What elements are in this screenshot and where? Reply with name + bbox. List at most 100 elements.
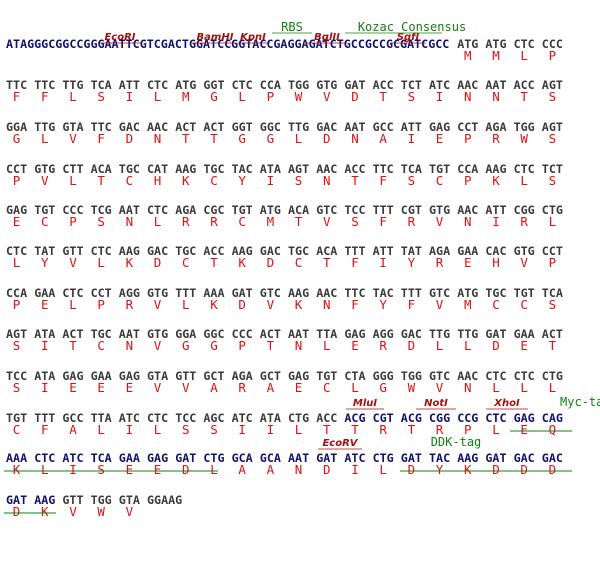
codon: AAG: [175, 162, 196, 176]
codon: AAC: [316, 162, 337, 176]
tag-label: Myc-tag: [560, 395, 600, 409]
amino-acid: L: [154, 422, 162, 437]
amino-acid: R: [210, 214, 218, 229]
amino-acid: L: [295, 422, 303, 437]
codon: CCC: [232, 327, 253, 341]
dna-prefix: ATAGGGCGGCCGGGAATTCGTCGACTGGATCCGGTACCGA…: [6, 37, 449, 51]
codon: GAT: [485, 451, 506, 465]
amino-acid: T: [520, 89, 528, 104]
codon: CTC: [232, 78, 253, 92]
amino-acid: W: [295, 89, 303, 104]
amino-acid: N: [351, 131, 359, 146]
codon: TTC: [6, 78, 27, 92]
codon: CGG: [429, 411, 450, 425]
amino-acid: R: [182, 214, 190, 229]
amino-acid: T: [69, 338, 77, 353]
amino-acid: T: [97, 173, 105, 188]
codon: AAT: [344, 120, 365, 134]
amino-acid: D: [267, 255, 275, 270]
codon: CTC: [514, 37, 535, 51]
codon: TTC: [373, 162, 394, 176]
codon: GTT: [62, 493, 83, 507]
codon: GAG: [514, 411, 535, 425]
codon: CCT: [457, 120, 478, 134]
amino-acid: T: [267, 338, 275, 353]
amino-acid: A: [210, 380, 218, 395]
codon: GAC: [542, 451, 563, 465]
amino-acid: K: [464, 462, 472, 477]
amino-acid: D: [126, 131, 134, 146]
amino-acid: P: [464, 173, 472, 188]
codon: GTG: [514, 244, 535, 258]
codon: ACT: [175, 120, 196, 134]
enzyme-label: XhoI: [493, 398, 520, 409]
amino-acid: C: [436, 173, 444, 188]
amino-acid: I: [267, 422, 275, 437]
amino-acid: M: [492, 48, 500, 63]
amino-acid: R: [492, 131, 500, 146]
codon: TTT: [401, 286, 422, 300]
codon: AGT: [542, 120, 563, 134]
amino-acid: F: [408, 297, 416, 312]
amino-acid: V: [41, 173, 49, 188]
amino-acid: P: [13, 297, 21, 312]
codon: GTA: [147, 369, 168, 383]
codon: GAG: [147, 451, 168, 465]
codon: AAG: [485, 162, 506, 176]
codon: CAG: [542, 411, 563, 425]
amino-acid: S: [408, 173, 416, 188]
codon: TGT: [6, 411, 27, 425]
amino-acid: R: [379, 338, 387, 353]
amino-acid: D: [520, 462, 528, 477]
codon: GTA: [119, 493, 140, 507]
amino-acid: A: [238, 462, 246, 477]
amino-acid: L: [97, 422, 105, 437]
codon: GAT: [316, 451, 337, 465]
codon: ATT: [119, 78, 140, 92]
codon: GAA: [119, 451, 140, 465]
codon: GGG: [373, 369, 394, 383]
amino-acid: T: [351, 422, 359, 437]
amino-acid: V: [436, 297, 444, 312]
amino-acid: L: [295, 131, 303, 146]
codon: GTG: [147, 286, 168, 300]
codon: CGC: [203, 203, 224, 217]
amino-acid: R: [436, 255, 444, 270]
codon: GTT: [175, 369, 196, 383]
amino-acid: N: [323, 173, 331, 188]
codon: ACA: [316, 244, 337, 258]
codon: TCT: [401, 78, 422, 92]
enzyme-label: MluI: [353, 398, 377, 409]
amino-acid: F: [351, 255, 359, 270]
amino-acid: S: [13, 338, 21, 353]
codon: TGC: [485, 286, 506, 300]
amino-acid: S: [351, 214, 359, 229]
enzyme-label: BglII: [314, 32, 340, 43]
codon: AAA: [203, 286, 224, 300]
amino-acid: E: [351, 338, 359, 353]
codon: ATA: [34, 369, 55, 383]
codon: GAT: [175, 451, 196, 465]
codon: CGT: [373, 411, 394, 425]
codon: GGAAG: [147, 493, 182, 507]
codon: GAC: [260, 244, 281, 258]
codon: TAT: [34, 244, 55, 258]
amino-acid: T: [351, 173, 359, 188]
enzyme-label: EcoRI: [104, 32, 135, 43]
amino-acid: T: [379, 89, 387, 104]
amino-acid: G: [267, 131, 275, 146]
amino-acid: D: [13, 504, 21, 519]
codon: CTG: [203, 451, 224, 465]
codon: TGG: [514, 120, 535, 134]
codon: AGA: [429, 244, 450, 258]
codon: TTC: [344, 286, 365, 300]
amino-acid: E: [295, 380, 303, 395]
amino-acid: N: [126, 214, 134, 229]
amino-acid: K: [295, 297, 303, 312]
codon: CTC: [147, 203, 168, 217]
codon: GCT: [260, 369, 281, 383]
amino-acid: C: [323, 380, 331, 395]
codon: GAC: [401, 327, 422, 341]
amino-acid: Q: [549, 422, 557, 437]
